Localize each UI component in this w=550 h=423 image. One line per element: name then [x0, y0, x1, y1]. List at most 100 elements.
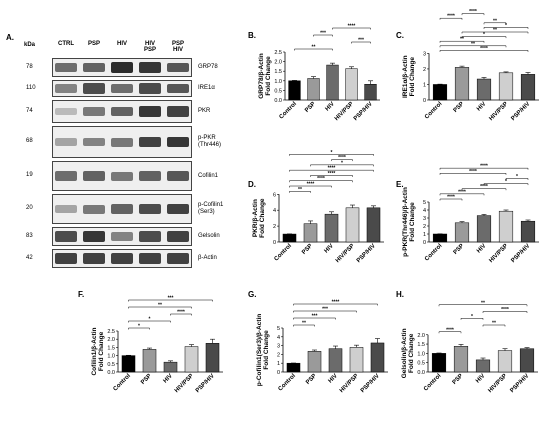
bar	[476, 215, 492, 243]
panel-letter-g: G.	[248, 290, 256, 299]
kda-header: kDa	[24, 42, 36, 48]
kda-value: 20	[26, 205, 33, 211]
x-tick-label: HIV/PSP	[335, 243, 356, 264]
x-tick-label: PSP	[301, 243, 314, 256]
y-tick-label: 3	[423, 216, 426, 222]
blot-band	[55, 205, 77, 213]
bar	[431, 353, 447, 373]
blot-band	[139, 136, 161, 148]
kda-value: 19	[26, 172, 33, 178]
blot-band	[55, 107, 77, 116]
x-tick-label: HIV	[328, 373, 339, 384]
blot-band	[111, 253, 133, 264]
x-tick-label: HIV	[325, 101, 336, 112]
panel-letter-b: B.	[248, 31, 256, 40]
blot-band	[55, 253, 77, 264]
bar	[205, 343, 220, 373]
x-tick-label: HIV/PSP	[488, 101, 509, 122]
blot-band	[167, 62, 189, 73]
blot-band	[83, 83, 105, 94]
y-tick-label: 2	[277, 352, 280, 358]
bar	[121, 355, 136, 373]
panel-letter-d: D.	[248, 180, 256, 189]
protein-label: Cofilin1	[198, 172, 219, 179]
blot-band	[139, 231, 161, 242]
protein-label: PKR	[198, 108, 211, 114]
blot-band	[55, 171, 77, 181]
y-tick-label: 4	[277, 335, 280, 341]
blot-band	[111, 232, 133, 241]
significance-label: ****	[328, 171, 336, 177]
y-axis-label: Fold Change	[265, 56, 272, 96]
significance-label: ***	[312, 314, 318, 320]
x-tick-label: HIV	[476, 243, 487, 254]
bar	[142, 349, 157, 373]
bar	[307, 78, 320, 101]
y-tick-label: 0.5	[417, 361, 425, 367]
bar	[498, 72, 514, 101]
x-tick-label: PSP	[453, 243, 466, 256]
blot-band	[55, 62, 77, 73]
bar	[453, 346, 469, 373]
blot-band	[167, 106, 189, 117]
y-tick-label: 3	[423, 51, 426, 57]
protein-label: p-Cofilin1 (Ser3)	[198, 202, 224, 215]
significance-label: *	[138, 324, 140, 330]
bar	[324, 213, 339, 243]
significance-label: *	[505, 23, 507, 29]
bar	[520, 74, 536, 101]
y-axis-label: Fold Change	[263, 330, 270, 370]
significance-label: **	[302, 321, 306, 327]
x-tick-label: HIV	[324, 243, 335, 254]
blot-band	[83, 137, 105, 147]
blot-band	[55, 138, 77, 146]
y-tick-label: 1.5	[107, 345, 115, 351]
bar	[498, 210, 514, 243]
lane-label: PSP HIV	[171, 41, 184, 53]
blot-band	[111, 61, 133, 74]
blot-band	[111, 171, 133, 181]
y-axis-label: IRE1α/β-Actin	[402, 55, 409, 98]
significance-label: ****	[447, 195, 455, 201]
y-tick-label: 2.0	[107, 337, 115, 343]
significance-label: *	[471, 314, 473, 320]
blot-band	[139, 203, 161, 215]
y-tick-label: 2	[423, 67, 426, 73]
blot-band	[83, 231, 105, 242]
kda-value: 74	[26, 107, 33, 114]
significance-label: **	[493, 28, 497, 34]
bar	[163, 361, 178, 373]
blot-band	[167, 203, 189, 215]
bar	[349, 347, 364, 373]
kda-value: 42	[26, 254, 33, 261]
significance-label: ****	[458, 189, 466, 195]
significance-label: ****	[446, 327, 454, 333]
y-tick-label: 1.0	[107, 354, 115, 360]
y-tick-label: 0	[273, 240, 276, 246]
y-axis-label: Fold Change	[409, 202, 416, 242]
significance-label: *	[149, 317, 151, 323]
x-tick-label: HIV	[475, 373, 486, 384]
x-tick-label: PSP/HIV	[510, 101, 531, 122]
significance-label: ****	[469, 169, 477, 175]
blot-band	[55, 231, 77, 242]
panel-letter-a: A.	[6, 33, 14, 42]
bar	[370, 342, 385, 373]
significance-label: ****	[501, 307, 509, 313]
y-tick-label: 5	[423, 200, 426, 206]
y-tick-label: 2	[423, 224, 426, 230]
protein-label: GRP78	[198, 64, 218, 70]
x-tick-label: PSP/HIV	[510, 243, 531, 264]
blot-band	[83, 62, 105, 73]
x-tick-label: PSP/HIV	[509, 373, 530, 394]
y-axis-label: Fold Change	[408, 333, 415, 373]
y-tick-label: 4	[273, 208, 276, 214]
lane-label: HIV	[116, 41, 127, 47]
bar	[364, 84, 377, 101]
significance-label: ***	[168, 296, 174, 302]
y-tick-label: 1.0	[274, 79, 282, 85]
lane-label: CTRL	[58, 41, 74, 47]
blot-band	[167, 136, 189, 148]
blot-band	[55, 84, 77, 93]
bar	[454, 222, 470, 243]
